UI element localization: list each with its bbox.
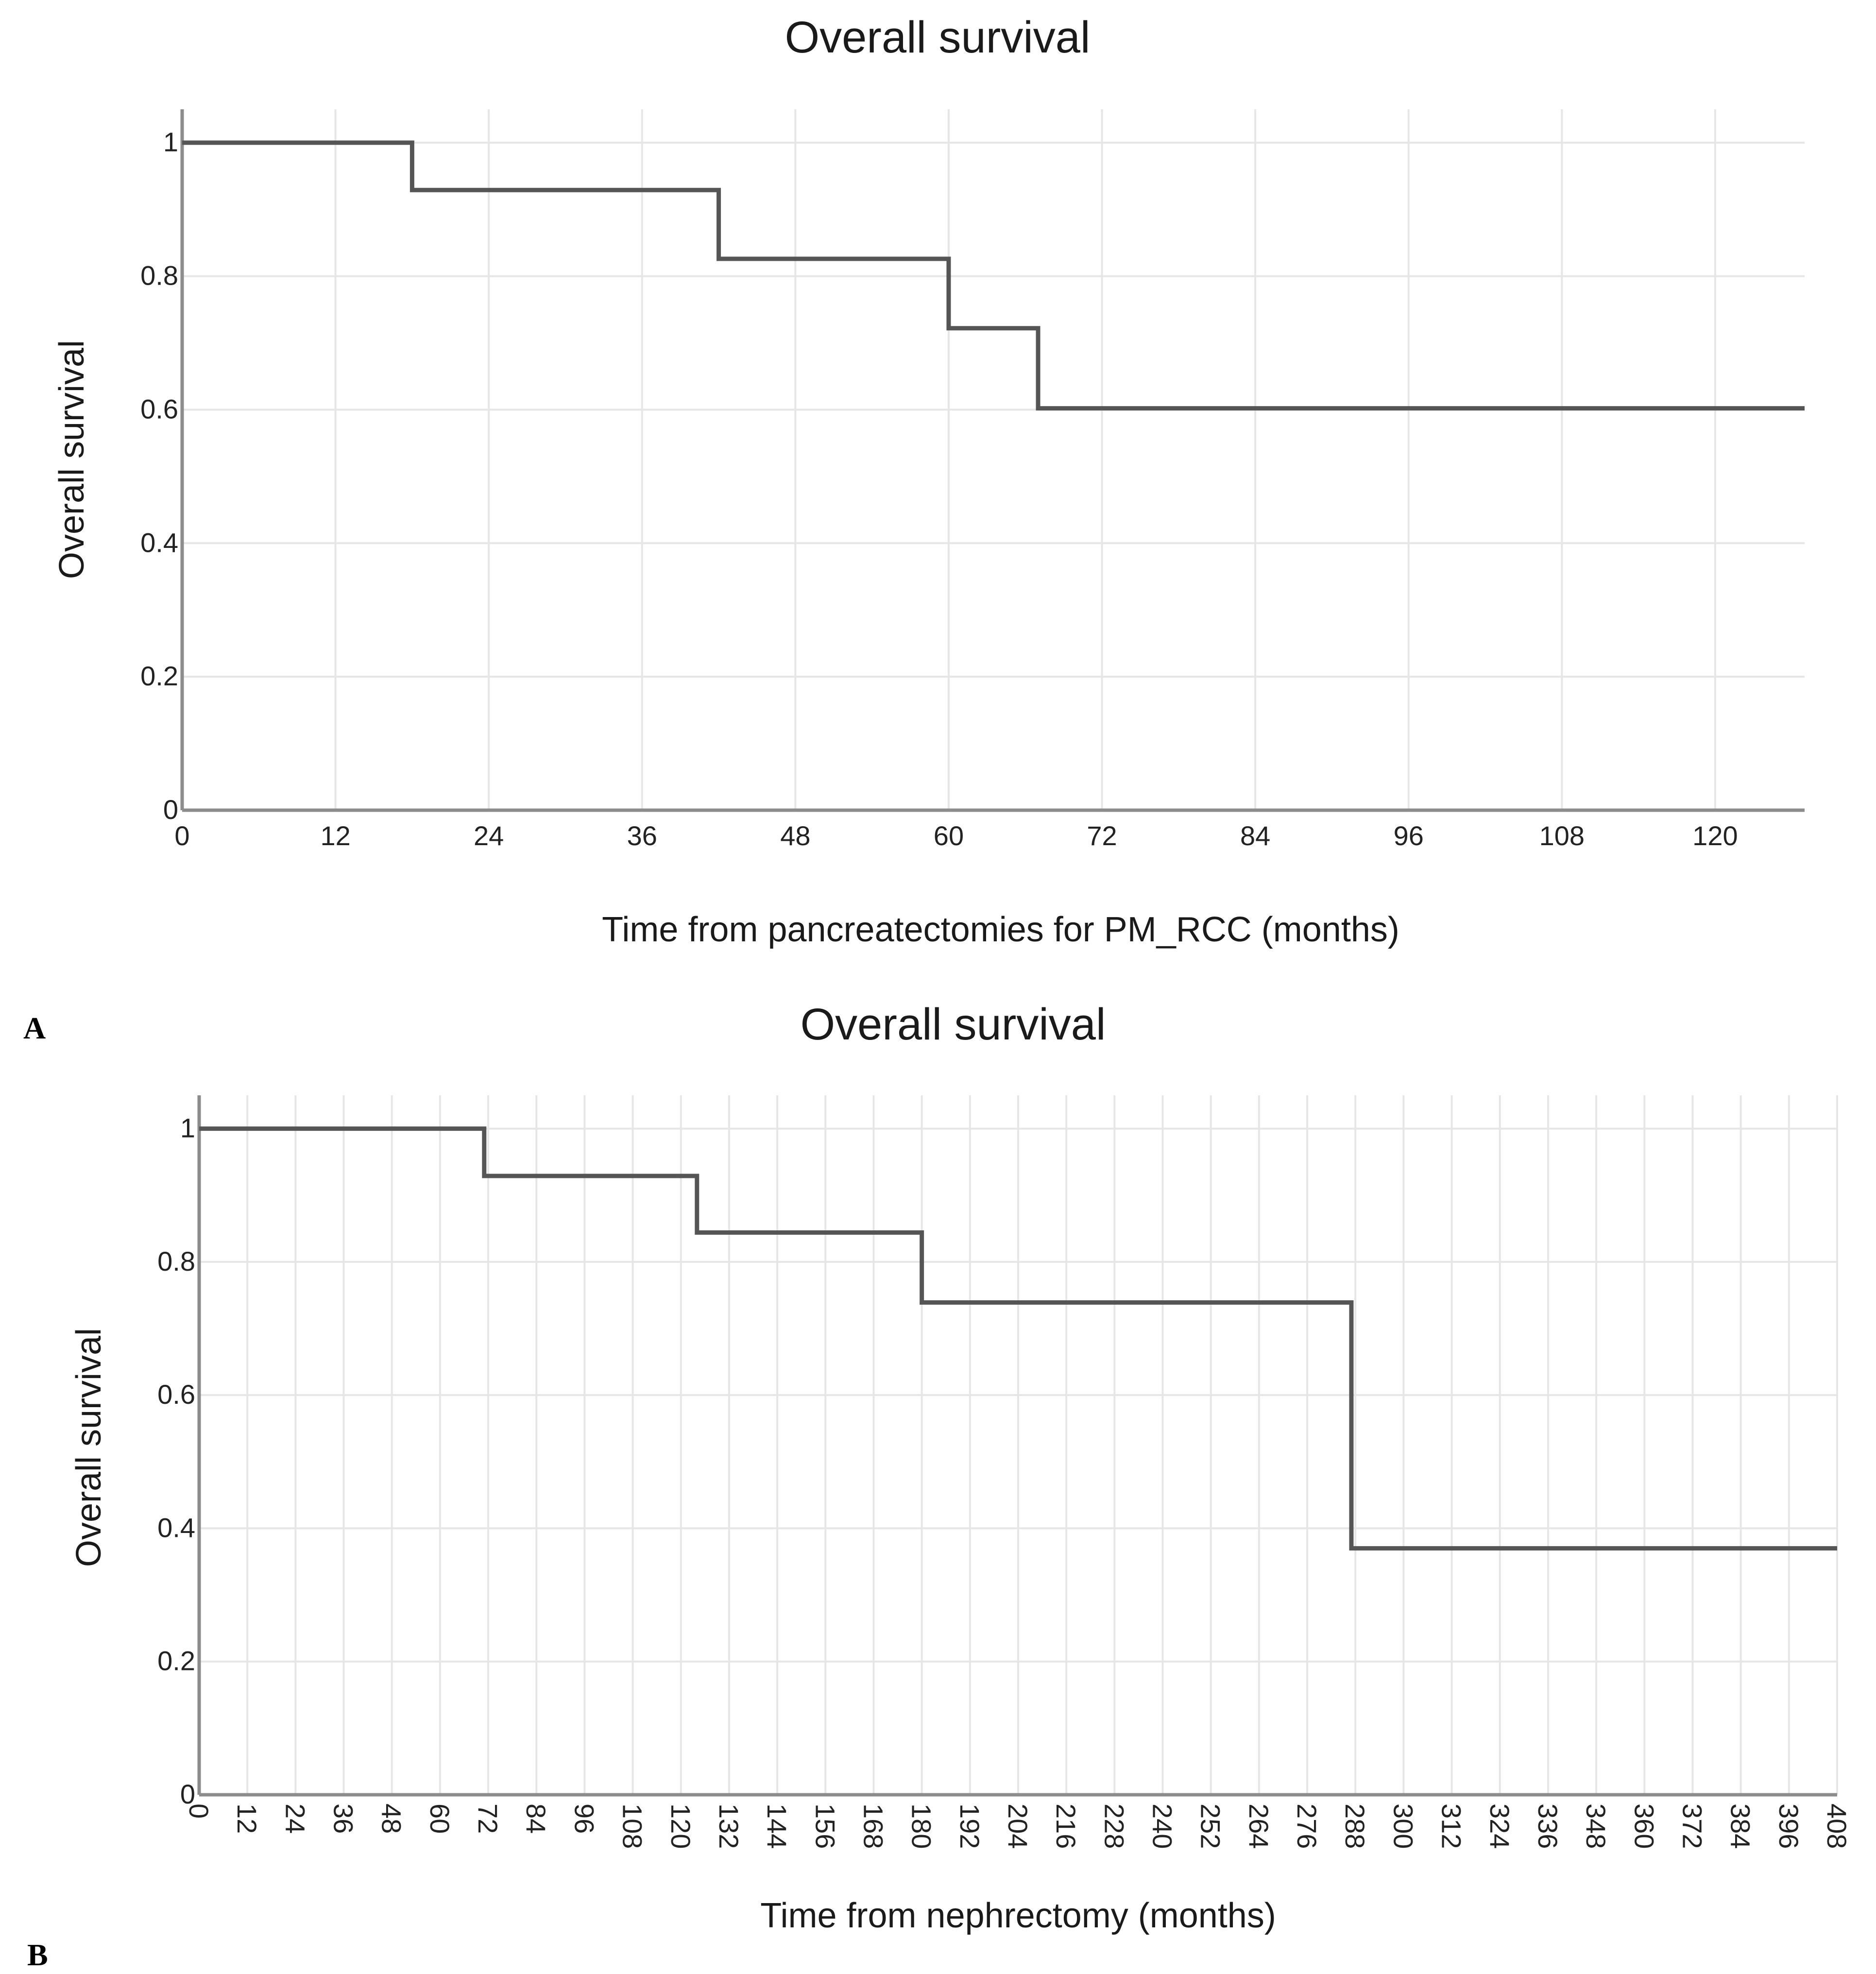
chart-b-survival-curve (199, 1126, 1837, 1551)
chart-a-y-label: Overall survival (52, 340, 91, 579)
chart-b-x-tick-label: 132 (714, 1804, 744, 1849)
chart-b-x-tick-label: 384 (1725, 1804, 1756, 1849)
panel-b-label: B (27, 1938, 48, 1972)
chart-b-x-tick-label: 300 (1388, 1804, 1418, 1849)
chart-a-y-tick-label: 0.6 (140, 393, 178, 424)
chart-b-x-tick-label: 228 (1099, 1804, 1129, 1849)
chart-b-x-tick-label: 120 (665, 1804, 696, 1849)
chart-b-x-tick-label: 180 (906, 1804, 937, 1849)
chart-b-x-tick-label: 240 (1147, 1804, 1178, 1849)
chart-b-y-label: Overall survival (69, 1328, 108, 1567)
chart-b-x-tick-label: 264 (1244, 1804, 1274, 1849)
chart-b-x-tick-label: 96 (569, 1804, 599, 1834)
chart-a-y-tick-label: 0.8 (140, 260, 178, 291)
chart-b-title: Overall survival (801, 1000, 1106, 1049)
chart-a-x-tick-label: 96 (1394, 820, 1424, 851)
chart-b-x-tick-label: 36 (328, 1804, 359, 1834)
chart-b-x-tick-label: 324 (1484, 1804, 1515, 1849)
chart-b-x-tick-label: 336 (1533, 1804, 1563, 1849)
chart-b-grid (199, 1095, 1838, 1795)
chart-b-x-tick-label: 144 (762, 1804, 792, 1849)
chart-a-y-tick-label: 0 (163, 794, 178, 825)
chart-a-grid (182, 109, 1805, 810)
chart-b-x-tick-label: 396 (1774, 1804, 1804, 1849)
chart-a-x-tick-label: 12 (320, 820, 350, 851)
chart-a-x-tick-label: 120 (1692, 820, 1738, 851)
chart-a-y-tick-label: 1 (163, 127, 178, 157)
chart-a-y-tick-label: 0.2 (140, 661, 178, 691)
chart-a-x-tick-label: 36 (627, 820, 657, 851)
chart-b-x-label: Time from nephrectomy (months) (760, 1896, 1276, 1935)
chart-b-y-tick-label: 0.2 (157, 1646, 195, 1676)
chart-a-x-tick-label: 0 (174, 820, 189, 851)
chart-a-x-tick-label: 24 (474, 820, 504, 851)
panel-b: Overall survival 0 0.2 0.4 0.6 0.8 1 0 12 24 36 48… (27, 1000, 1852, 1972)
chart-a-x-tick-label: 84 (1240, 820, 1270, 851)
chart-b-x-tick-label: 12 (232, 1804, 262, 1834)
chart-b-y-tick-label: 0 (180, 1779, 195, 1809)
chart-b-y-tick-label: 1 (180, 1113, 195, 1143)
chart-a-x-label: Time from pancreatectomies for PM_RCC (m… (602, 910, 1399, 949)
chart-a-y-tick-label: 0.4 (140, 527, 178, 558)
chart-b-x-tick-label: 312 (1436, 1804, 1467, 1849)
chart-b-x-tick-label: 60 (425, 1804, 455, 1834)
chart-b-x-tick-label: 84 (521, 1804, 551, 1834)
chart-b-x-tick-label: 48 (376, 1804, 407, 1834)
chart-a-x-tick-label: 72 (1087, 820, 1117, 851)
chart-a-survival-curve (182, 140, 1805, 411)
chart-a-x-tick-label: 60 (934, 820, 964, 851)
chart-b-x-tick-label: 192 (955, 1804, 985, 1849)
chart-b-x-tick-label: 156 (810, 1804, 840, 1849)
panel-a-label: A (23, 1011, 46, 1045)
chart-b-x-tick-label: 408 (1822, 1804, 1852, 1849)
chart-a-title: Overall survival (785, 13, 1091, 62)
chart-b-x-tick-label: 360 (1629, 1804, 1659, 1849)
chart-b-y-tick-label: 0.4 (157, 1512, 195, 1543)
chart-b-x-tick-label: 348 (1581, 1804, 1611, 1849)
chart-b-x-tick-label: 252 (1195, 1804, 1226, 1849)
chart-a-x-tick-label: 48 (780, 820, 810, 851)
chart-b-x-tick-label: 276 (1292, 1804, 1322, 1849)
panel-a: Overall survival 0 0.2 0.4 0.6 0.8 1 0 12 24 36 48… (23, 13, 1805, 1045)
chart-b-ticks: 0 0.2 0.4 0.6 0.8 1 0 12 24 36 48 60 72 84 96 108 120 132… (157, 1113, 1852, 1849)
chart-b-x-tick-label: 204 (1003, 1804, 1033, 1849)
chart-b-x-tick-label: 216 (1051, 1804, 1081, 1849)
chart-b-x-tick-label: 24 (280, 1804, 310, 1834)
chart-b-y-tick-label: 0.6 (157, 1379, 195, 1410)
chart-b-y-tick-label: 0.8 (157, 1246, 195, 1276)
chart-a-x-tick-label: 108 (1539, 820, 1585, 851)
chart-b-x-tick-label: 0 (184, 1804, 214, 1819)
chart-b-x-tick-label: 72 (473, 1804, 503, 1834)
chart-a-ticks: 0 0.2 0.4 0.6 0.8 1 0 12 24 36 48 60 72 84 96 108 120 (140, 127, 1738, 851)
chart-b-x-tick-label: 168 (858, 1804, 888, 1849)
chart-b-x-tick-label: 372 (1677, 1804, 1707, 1849)
chart-b-x-tick-label: 288 (1340, 1804, 1370, 1849)
chart-b-x-tick-label: 108 (617, 1804, 648, 1849)
